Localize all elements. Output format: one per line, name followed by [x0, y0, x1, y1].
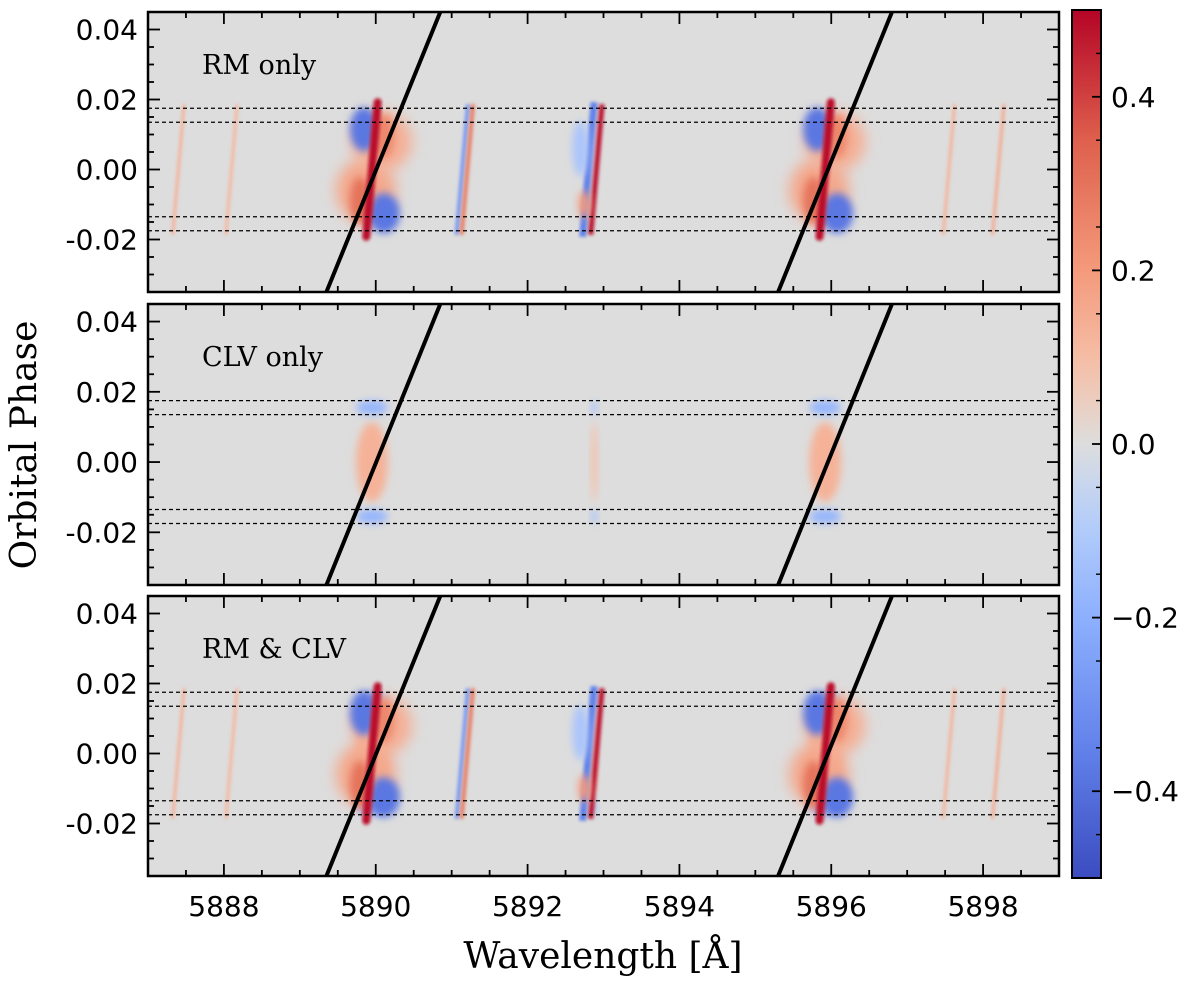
stellar-line-signal	[224, 104, 239, 235]
panel-background	[148, 596, 1059, 876]
panel-background	[148, 304, 1059, 585]
rm-blue-lobe	[367, 777, 400, 818]
stellar-line-signal	[335, 682, 412, 825]
rm-blue-lobe	[821, 777, 854, 818]
y-tick-label: 0.00	[76, 738, 138, 771]
stellar-line-signal	[789, 682, 866, 825]
stellar-line-signal	[224, 688, 239, 819]
stellar-line-signal	[991, 688, 1006, 819]
panel-2: -0.02 0.00 0.02 0.04 CLV only	[66, 302, 1061, 587]
panel-frame	[146, 594, 1061, 878]
y-tick-label: 0.04	[76, 14, 138, 47]
rm-streak	[815, 682, 835, 825]
x-tick-label: 5888	[188, 890, 259, 923]
y-tick-label: 0.02	[76, 84, 138, 117]
y-tick-label: 0.00	[76, 154, 138, 187]
rm-halo	[578, 774, 591, 803]
stellar-line-signal	[809, 400, 842, 524]
clv-positive-blob	[355, 422, 388, 502]
stellar-line-signal	[335, 98, 412, 241]
rm-streak	[588, 688, 605, 819]
colorbar-tick-label: −0.4	[1111, 775, 1179, 808]
rm-faint-streak	[941, 688, 957, 819]
rm-faint-streak	[171, 104, 186, 235]
panel-3: -0.02 0.00 0.02 0.04 RM & CLV	[66, 594, 1061, 878]
rm-streak-blue	[454, 688, 471, 819]
planet-trail-line	[324, 304, 443, 585]
clv-negative-blob	[809, 400, 842, 415]
rm-streak-blue	[454, 104, 471, 235]
stellar-line-signal	[941, 104, 957, 235]
x-axis-label: Wavelength [Å]	[463, 935, 742, 977]
stellar-line-signal	[355, 400, 388, 524]
rm-streak	[459, 104, 476, 235]
rm-faint-streak	[224, 688, 239, 819]
stellar-line-signal	[991, 104, 1006, 235]
stellar-line-signal	[454, 688, 476, 819]
colorbar-tick-label: 0.2	[1111, 254, 1156, 287]
stellar-line-signal	[591, 400, 598, 524]
colorbar-tick-label: −0.2	[1111, 602, 1179, 635]
rm-streak	[588, 104, 605, 235]
panel-frame	[146, 10, 1061, 294]
planet-trail-line	[324, 12, 443, 292]
panel-label: CLV only	[202, 342, 324, 373]
y-tick-label: 0.00	[76, 446, 138, 479]
colorbar-tick-label: 0.4	[1111, 81, 1156, 114]
colorbar: 0.4 0.2 0.0 −0.2 −0.4	[1071, 9, 1179, 879]
y-tick-label: -0.02	[66, 808, 138, 841]
clv-negative-blob	[591, 509, 598, 524]
rm-faint-streak	[991, 688, 1006, 819]
y-tick-label: 0.02	[76, 668, 138, 701]
stellar-line-signal	[171, 688, 186, 819]
stellar-line-signal	[171, 104, 186, 235]
x-tick-label: 5890	[340, 890, 411, 923]
clv-positive-blob	[809, 422, 842, 502]
rm-streak	[459, 688, 476, 819]
rm-halo	[572, 120, 589, 177]
stellar-line-signal	[572, 101, 605, 238]
panel-1: -0.02 0.00 0.02 0.04 RM only	[66, 10, 1061, 294]
planet-trail-line	[324, 596, 443, 876]
y-axis-label: Orbital Phase	[4, 321, 45, 570]
clv-negative-blob	[591, 400, 598, 415]
stellar-line-signal	[941, 688, 957, 819]
clv-negative-blob	[809, 509, 842, 524]
rm-halo	[578, 190, 591, 219]
planet-trail-line	[776, 12, 894, 292]
x-tick-label: 5894	[644, 890, 715, 923]
y-tick-label: 0.04	[76, 306, 138, 339]
rm-faint-streak	[171, 688, 186, 819]
panels: -0.02 0.00 0.02 0.04 RM only -0.02 0.00 0.02 0.0…	[66, 10, 1061, 923]
rm-faint-streak	[941, 104, 957, 235]
colorbar-tick-label: 0.0	[1111, 428, 1156, 461]
y-tick-label: 0.04	[76, 598, 138, 631]
planet-trail-line	[776, 304, 894, 585]
x-tick-label: 5898	[947, 890, 1018, 923]
clv-negative-blob	[355, 400, 388, 415]
rm-streak	[815, 98, 835, 241]
clv-negative-blob	[355, 509, 388, 524]
panel-frame	[146, 302, 1061, 587]
panel-label: RM only	[202, 50, 317, 81]
planet-trail-line	[776, 596, 894, 876]
y-tick-label: 0.02	[76, 376, 138, 409]
x-tick-label: 5896	[796, 890, 867, 923]
y-tick-label: -0.02	[66, 224, 138, 257]
clv-positive-blob	[591, 422, 598, 502]
rm-faint-streak	[991, 104, 1006, 235]
rm-faint-streak	[224, 104, 239, 235]
x-tick-label: 5892	[492, 890, 563, 923]
rm-halo	[572, 704, 589, 761]
rm-streak	[362, 98, 382, 241]
panel-label: RM & CLV	[202, 634, 347, 665]
stellar-line-signal	[572, 685, 605, 822]
rm-blue-lobe	[367, 193, 400, 234]
y-tick-label: -0.02	[66, 516, 138, 549]
stellar-line-signal	[454, 104, 476, 235]
rm-blue-lobe	[821, 193, 854, 234]
panel-background	[148, 12, 1059, 292]
rm-streak	[362, 682, 382, 825]
